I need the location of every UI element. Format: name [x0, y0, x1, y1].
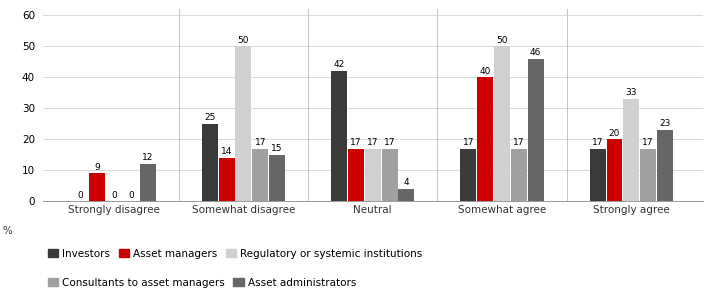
Bar [657, 130, 673, 201]
Bar [381, 149, 398, 201]
Bar [623, 99, 639, 201]
Text: 25: 25 [204, 113, 216, 122]
Bar [219, 158, 235, 201]
Bar [398, 189, 415, 201]
Text: 40: 40 [479, 67, 491, 75]
Text: 17: 17 [367, 138, 378, 147]
Bar [89, 173, 105, 201]
Text: 50: 50 [496, 36, 508, 45]
Bar [331, 71, 347, 201]
Bar [269, 155, 285, 201]
Text: 15: 15 [271, 144, 283, 153]
Bar [528, 59, 544, 201]
Bar [590, 149, 606, 201]
Bar [477, 77, 493, 201]
Text: 17: 17 [254, 138, 266, 147]
Text: in %: in % [0, 226, 13, 236]
Text: 17: 17 [384, 138, 395, 147]
Bar [140, 164, 155, 201]
Text: 20: 20 [608, 129, 620, 138]
Text: 17: 17 [513, 138, 525, 147]
Text: 0: 0 [128, 191, 134, 200]
Bar [348, 149, 364, 201]
Bar [365, 149, 381, 201]
Text: 14: 14 [221, 147, 232, 156]
Bar [460, 149, 476, 201]
Text: 23: 23 [659, 119, 670, 128]
Text: 50: 50 [238, 36, 249, 45]
Bar [510, 149, 527, 201]
Text: 42: 42 [334, 60, 345, 69]
Text: 17: 17 [643, 138, 654, 147]
Bar [236, 46, 251, 201]
Text: 17: 17 [592, 138, 604, 147]
Bar [252, 149, 268, 201]
Text: 17: 17 [350, 138, 361, 147]
Text: 9: 9 [94, 163, 100, 172]
Legend: Consultants to asset managers, Asset administrators: Consultants to asset managers, Asset adm… [48, 278, 356, 288]
Text: 0: 0 [111, 191, 117, 200]
Text: 4: 4 [403, 178, 409, 187]
Text: 33: 33 [626, 88, 637, 97]
Text: 0: 0 [77, 191, 84, 200]
Bar [640, 149, 656, 201]
Bar [606, 139, 623, 201]
Text: 17: 17 [463, 138, 474, 147]
Bar [494, 46, 510, 201]
Text: 46: 46 [530, 48, 541, 57]
Bar [202, 124, 218, 201]
Text: 12: 12 [142, 154, 153, 163]
